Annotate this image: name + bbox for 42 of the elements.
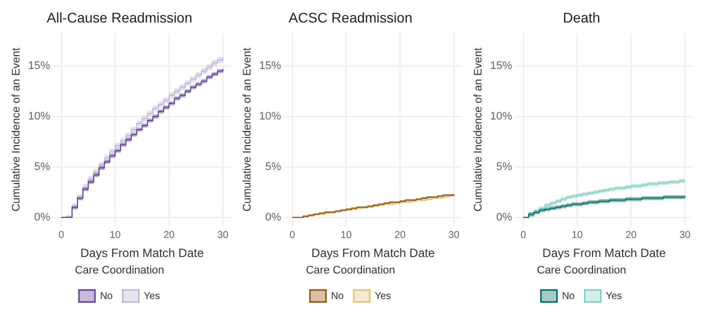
y-axis-title: Cumulative Incidence of an Event xyxy=(472,48,485,212)
x-tick-label: 30 xyxy=(448,230,460,242)
y-tick-label: 5% xyxy=(34,160,50,173)
x-tick-label: 0 xyxy=(58,230,65,242)
x-axis-title: Days From Match Date xyxy=(542,246,666,260)
y-tick-label: 10% xyxy=(28,110,50,123)
y-tick-label: 5% xyxy=(496,160,512,173)
y-tick-label: 0% xyxy=(265,211,282,224)
legend-label: Yes xyxy=(374,290,392,302)
x-tick-label: 20 xyxy=(163,230,176,242)
x-tick-label: 0 xyxy=(290,230,296,242)
legend-title: Care Coordination xyxy=(536,264,626,276)
x-tick-label: 20 xyxy=(394,230,406,242)
legend-label: Yes xyxy=(144,290,160,302)
x-tick-label: 10 xyxy=(110,230,122,242)
legend-title: Care Coordination xyxy=(74,264,164,276)
legend-label: No xyxy=(100,290,114,302)
x-tick-label: 20 xyxy=(625,230,638,242)
y-tick-label: 10% xyxy=(490,110,512,123)
x-tick-label: 30 xyxy=(217,230,229,242)
x-tick-label: 30 xyxy=(679,230,691,242)
y-tick-label: 5% xyxy=(265,160,282,173)
chart-title: ACSC Readmission xyxy=(288,9,412,26)
legend-label: No xyxy=(330,290,344,302)
legend-label: No xyxy=(562,290,576,302)
y-tick-label: 10% xyxy=(259,110,282,123)
x-axis-title: Days From Match Date xyxy=(311,246,436,260)
x-axis-title: Days From Match Date xyxy=(80,246,204,260)
legend-title: Care Coordination xyxy=(306,264,396,276)
x-tick-label: 0 xyxy=(520,230,527,242)
y-tick-label: 15% xyxy=(490,60,512,72)
y-tick-label: 15% xyxy=(259,60,282,72)
chart-title: All-Cause Readmission xyxy=(46,9,192,26)
y-axis-title: Cumulative Incidence of an Event xyxy=(10,48,23,212)
y-tick-label: 0% xyxy=(34,211,50,224)
x-tick-label: 10 xyxy=(572,230,584,242)
y-axis-title: Cumulative Incidence of an Event xyxy=(242,48,254,212)
y-tick-label: 15% xyxy=(28,60,50,72)
legend-label: Yes xyxy=(606,290,622,302)
y-tick-label: 0% xyxy=(496,211,512,224)
chart-title: Death xyxy=(562,9,600,26)
x-tick-label: 10 xyxy=(340,230,352,242)
